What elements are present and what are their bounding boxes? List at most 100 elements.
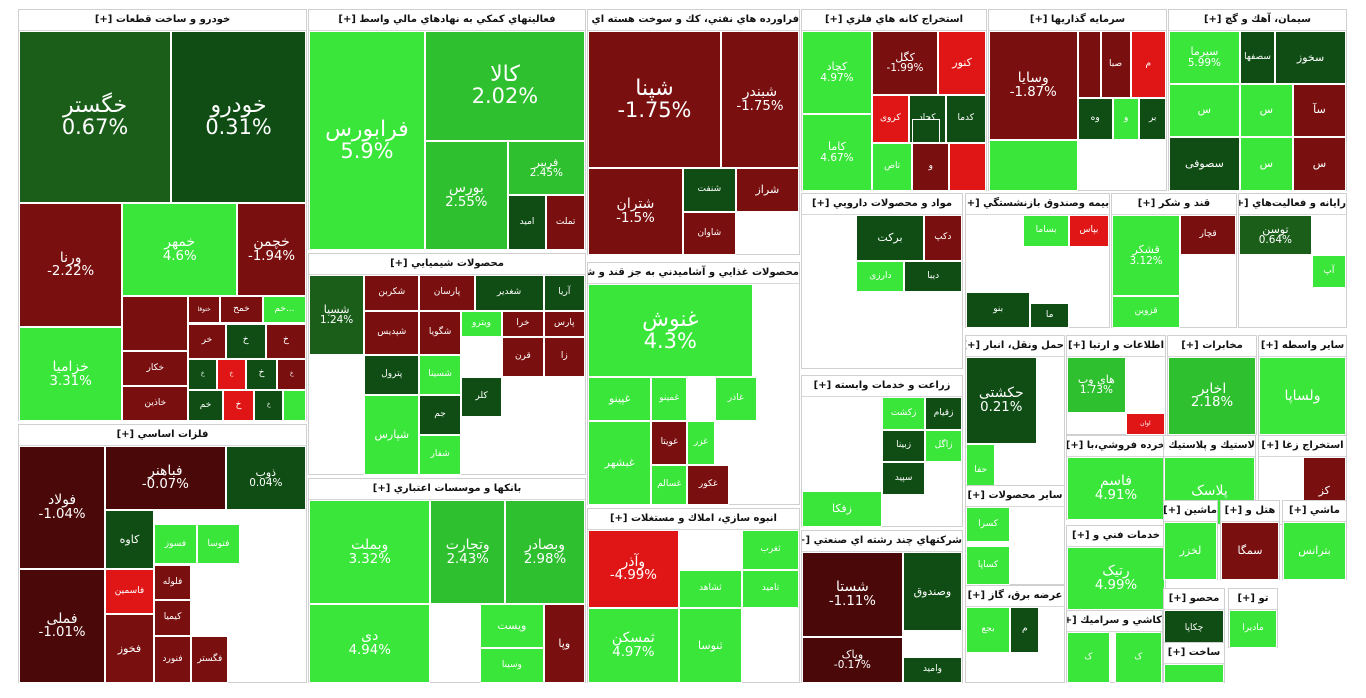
stock-tile[interactable]: مادیرا [1229, 610, 1277, 648]
stock-tile[interactable]: خگستر 0.67% [19, 31, 172, 203]
stock-tile[interactable]: شغدیر [474, 275, 544, 311]
stock-tile[interactable]: ک [1067, 632, 1110, 683]
sector-title[interactable]: كاشي و سراميك [+] [1067, 611, 1162, 632]
stock-tile[interactable]: سصفها [1239, 31, 1276, 84]
sector-title[interactable]: ساير محصولات [+] [966, 486, 1064, 507]
stock-tile[interactable]: شگویا [419, 311, 461, 355]
stock-tile[interactable]: شبندر -1.75% [720, 31, 799, 168]
stock-tile[interactable]: خودرو 0.31% [171, 31, 306, 203]
stock-tile[interactable]: وسینا [480, 648, 544, 683]
stock-tile[interactable]: س [1239, 136, 1293, 191]
sector-title[interactable]: فراورده هاي نفتي، كك و سوخت هسته اي [+] [588, 10, 799, 31]
stock-tile[interactable]: خچمن -1.94% [237, 202, 306, 297]
stock-tile[interactable]: قرن [502, 337, 544, 377]
sector-title[interactable]: سرمايه گذاريها [+] [989, 10, 1166, 31]
stock-tile[interactable]: تاص [871, 143, 913, 191]
sector-title[interactable]: تو [+] [1229, 589, 1277, 610]
stock-tile[interactable]: شکربن [364, 275, 420, 311]
stock-tile[interactable]: کسرا [966, 507, 1011, 543]
stock-tile[interactable]: لخزر [1164, 522, 1217, 580]
stock-tile[interactable]: ثنوسا [678, 608, 743, 683]
sector-title[interactable]: ماشين [+] [1164, 501, 1217, 522]
stock-tile[interactable]: ویست [480, 604, 544, 649]
stock-tile[interactable]: خمهر 4.6% [122, 202, 238, 297]
sector-title[interactable]: محصولات غذايي و آشاميدني به جز قند و شكر… [588, 263, 799, 284]
sector-title[interactable]: قند و شكر [+] [1112, 194, 1236, 215]
stock-tile[interactable]: فتوسا [196, 524, 240, 565]
stock-tile[interactable]: وصندوق [902, 552, 962, 631]
stock-tile[interactable]: س [1292, 136, 1346, 191]
stock-tile[interactable]: های وب 1.73% [1067, 357, 1126, 414]
stock-tile[interactable]: فاسم 4.91% [1067, 457, 1165, 520]
stock-tile[interactable]: غاذر [714, 376, 757, 421]
sector-title[interactable]: لاستيك و پلاستيك [+] [1164, 436, 1255, 457]
stock-tile[interactable]: غپینو [588, 376, 652, 421]
stock-tile[interactable]: چکاپا [1164, 610, 1224, 648]
stock-tile[interactable]: ...خم [262, 296, 306, 324]
stock-tile[interactable]: تملت [546, 195, 585, 250]
stock-tile[interactable]: فگستر [191, 635, 229, 683]
stock-tile[interactable]: ختوقا [188, 296, 220, 324]
sector-title[interactable]: فلزات اساسي [+] [19, 425, 306, 446]
stock-tile[interactable]: وبملت 3.32% [309, 500, 431, 605]
stock-tile[interactable]: خم [188, 389, 223, 421]
stock-tile[interactable]: شاوان [682, 212, 736, 255]
stock-tile[interactable]: جم [419, 395, 461, 435]
stock-tile[interactable]: بر [1139, 98, 1166, 140]
stock-tile[interactable]: بپاس [1068, 215, 1109, 247]
stock-tile[interactable]: خ [277, 358, 306, 390]
stock-tile[interactable]: شپارس [364, 395, 420, 475]
sector-title[interactable]: زراعت و خدمات وابسته [+] [802, 376, 962, 397]
stock-tile[interactable]: آپ [1311, 254, 1346, 289]
stock-tile[interactable]: و [1112, 98, 1140, 140]
stock-tile[interactable]: فملی -1.01% [19, 569, 106, 683]
stock-tile[interactable]: سخوز [1275, 31, 1346, 84]
stock-tile[interactable]: تامید [742, 569, 799, 609]
stock-tile[interactable]: پترول [364, 355, 420, 395]
stock-tile[interactable] [1164, 664, 1224, 683]
stock-tile[interactable]: برکت [856, 215, 924, 262]
stock-tile[interactable]: سیرما 5.99% [1169, 31, 1240, 84]
sector-title[interactable]: انبوه سازي، املاك و مستغلات [+] [588, 509, 799, 530]
stock-tile[interactable]: اخابر 2.18% [1168, 357, 1256, 435]
stock-tile[interactable]: فسوز [153, 524, 197, 565]
stock-tile[interactable]: وه [1077, 98, 1113, 140]
sector-title[interactable]: مخابرات [+] [1168, 336, 1256, 357]
stock-tile[interactable]: قشکر 3.12% [1112, 215, 1181, 297]
stock-tile[interactable]: ویترو [460, 311, 503, 337]
stock-tile[interactable]: فاسمین [105, 569, 154, 615]
stock-tile[interactable]: بورس 2.55% [424, 140, 508, 250]
stock-tile[interactable]: شستا -1.11% [802, 552, 903, 638]
stock-tile[interactable]: غزر [687, 421, 715, 466]
stock-tile[interactable]: ک [1114, 632, 1162, 683]
sector-title[interactable]: عرضه برق، گاز [+] [966, 586, 1064, 607]
stock-tile[interactable]: رتیک 4.99% [1067, 547, 1165, 610]
sector-title[interactable]: فعاليتهاي كمكي به نهادهاي مالي واسط [+] [309, 10, 585, 31]
stock-tile[interactable]: غویتا [651, 421, 688, 466]
stock-tile[interactable]: دکپ [923, 215, 962, 262]
stock-tile[interactable]: خ [245, 358, 278, 390]
stock-tile[interactable]: زا [543, 337, 585, 377]
stock-tile[interactable]: امید [507, 195, 547, 250]
sector-title[interactable]: محصولات شيميايي [+] [309, 254, 585, 275]
stock-tile[interactable] [122, 296, 189, 351]
stock-tile[interactable]: شپنا -1.75% [588, 31, 721, 168]
stock-tile[interactable]: خ [222, 389, 255, 421]
stock-tile[interactable]: سپید [882, 462, 926, 495]
stock-tile[interactable]: م [1130, 31, 1166, 99]
stock-tile[interactable]: خ [254, 389, 284, 421]
stock-tile[interactable] [912, 119, 940, 143]
stock-tile[interactable]: زکشت [882, 397, 926, 430]
sector-title[interactable]: اطلاعات و ارتبا [+] [1067, 336, 1165, 357]
stock-tile[interactable]: پارسان [419, 275, 475, 311]
stock-tile[interactable]: ورنا -2.22% [19, 202, 123, 328]
stock-tile[interactable]: فرابورس 5.9% [309, 31, 425, 250]
stock-tile[interactable]: خر [188, 323, 226, 359]
stock-tile[interactable]: زبینا [882, 429, 926, 462]
stock-tile[interactable]: اوان [1125, 413, 1165, 435]
sector-title[interactable]: سيمان، آهك و گچ [+] [1169, 10, 1346, 31]
stock-tile[interactable]: وامید [902, 656, 962, 683]
stock-tile[interactable]: ولساپا [1259, 357, 1346, 435]
stock-tile[interactable] [283, 389, 306, 421]
stock-tile[interactable]: کساپا [966, 546, 1011, 585]
